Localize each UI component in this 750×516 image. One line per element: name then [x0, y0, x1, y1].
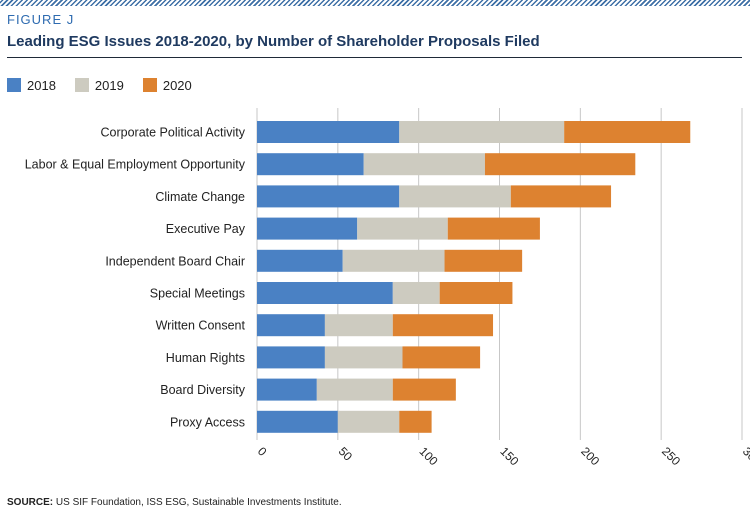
category-label-climate-change: Climate Change	[155, 190, 245, 204]
bar-proxy-access-2019	[337, 410, 400, 433]
legend-swatch-2019	[74, 78, 89, 92]
bar-board-diversity-2018	[257, 378, 317, 401]
legend-label-2018: 2018	[27, 77, 56, 93]
bar-written-consent-2018	[257, 314, 325, 337]
bar-written-consent-2020	[392, 314, 494, 337]
category-label-labor-and-equal-employment-opportunity: Labor & Equal Employment Opportunity	[25, 158, 246, 172]
category-label-human-rights: Human Rights	[166, 351, 245, 365]
bar-proxy-access-2020	[399, 410, 432, 433]
bar-board-diversity-2019	[316, 378, 393, 401]
bar-corporate-political-activity-2018	[257, 121, 400, 143]
legend-label-2019: 2019	[94, 77, 124, 93]
legend-swatch-2020	[142, 78, 157, 92]
top-hatch-border	[0, 0, 750, 6]
bar-corporate-political-activity-2019	[399, 121, 565, 143]
x-tick-label: 300	[740, 444, 750, 468]
bar-human-rights-2018	[257, 346, 325, 369]
x-tick-label: 150	[497, 444, 521, 468]
legend-swatch-2018	[7, 78, 21, 92]
category-label-written-consent: Written Consent	[156, 319, 246, 333]
bar-special-meetings-2020	[439, 282, 513, 304]
title-rule	[7, 57, 742, 58]
bar-independent-board-chair-2019	[342, 249, 445, 272]
legend-item-2018: 2018	[7, 78, 56, 93]
bar-executive-pay-2020	[447, 217, 540, 240]
bar-climate-change-2020	[510, 185, 612, 208]
category-label-special-meetings: Special Meetings	[150, 287, 245, 301]
bar-labor-and-equal-employment-opportunity-2020	[484, 153, 636, 176]
source-prefix: SOURCE:	[7, 497, 54, 508]
legend-item-2020: 2020	[142, 77, 192, 93]
bar-labor-and-equal-employment-opportunity-2019	[363, 153, 485, 176]
category-label-corporate-political-activity: Corporate Political Activity	[100, 126, 245, 140]
x-tick-label: 100	[417, 444, 441, 468]
bar-climate-change-2019	[399, 185, 511, 208]
figure-label: FIGURE J	[7, 12, 75, 27]
legend-item-2019: 2019	[74, 77, 124, 93]
bar-independent-board-chair-2020	[444, 249, 523, 272]
bar-board-diversity-2020	[392, 378, 456, 401]
x-tick-label: 200	[578, 444, 602, 468]
bar-written-consent-2019	[324, 314, 393, 337]
bar-labor-and-equal-employment-opportunity-2018	[257, 153, 364, 176]
bar-special-meetings-2019	[392, 282, 440, 304]
bars	[257, 121, 691, 433]
x-tick-label: 0	[255, 444, 270, 459]
bar-executive-pay-2018	[257, 217, 358, 240]
category-label-independent-board-chair: Independent Board Chair	[105, 254, 245, 268]
source-text: US SIF Foundation, ISS ESG, Sustainable …	[53, 497, 342, 508]
bar-human-rights-2019	[324, 346, 403, 369]
bar-executive-pay-2019	[357, 217, 448, 240]
bar-independent-board-chair-2018	[257, 249, 343, 272]
bar-special-meetings-2018	[257, 282, 393, 304]
x-tick-label: 50	[336, 444, 356, 464]
category-labels: Corporate Political Activity Labor & Equa…	[25, 126, 246, 430]
x-tick-label: 250	[659, 444, 683, 468]
legend: 2018 2019 2020	[7, 77, 211, 93]
chart-title: Leading ESG Issues 2018-2020, by Number …	[7, 33, 540, 50]
category-label-executive-pay: Executive Pay	[166, 222, 246, 236]
legend-label-2020: 2020	[162, 77, 192, 93]
bar-human-rights-2020	[402, 346, 481, 369]
bar-proxy-access-2018	[257, 410, 338, 433]
bar-climate-change-2018	[257, 185, 400, 208]
category-label-board-diversity: Board Diversity	[160, 383, 245, 397]
bar-corporate-political-activity-2020	[564, 121, 691, 143]
category-label-proxy-access: Proxy Access	[170, 415, 245, 429]
source-note: SOURCE: US SIF Foundation, ISS ESG, Sust…	[7, 497, 342, 508]
x-tick-labels: 0 50 100 150 200 250 300	[255, 444, 750, 468]
